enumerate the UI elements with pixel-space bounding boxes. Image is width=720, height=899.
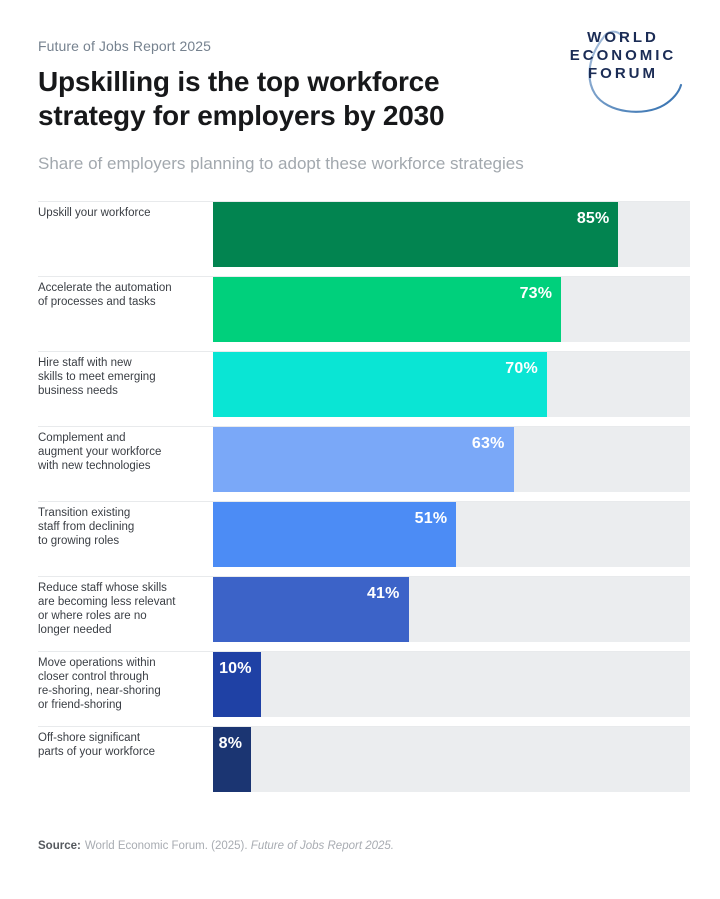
- chart-row: Accelerate the automation of processes a…: [38, 276, 690, 342]
- bar-track: 41%: [213, 577, 690, 642]
- chart-row: Transition existing staff from declining…: [38, 501, 690, 567]
- bar-segment: 10%: [213, 652, 261, 717]
- chart-row: Complement and augment your workforce wi…: [38, 426, 690, 492]
- bar-segment: 51%: [213, 502, 457, 567]
- bar-segment: 41%: [213, 577, 409, 642]
- report-eyebrow: Future of Jobs Report 2025: [38, 38, 212, 54]
- wef-logo: WORLD ECONOMIC FORUM: [570, 29, 683, 113]
- chart-row: Off-shore significant parts of your work…: [38, 726, 690, 792]
- source-text: World Economic Forum. (2025).: [84, 840, 248, 852]
- logo-word-forum: FORUM: [588, 65, 658, 82]
- logo-word-economic: ECONOMIC: [570, 47, 677, 64]
- category-label: Upskill your workforce: [38, 207, 151, 219]
- value-label: 73%: [519, 285, 553, 302]
- value-label: 8%: [218, 735, 243, 752]
- value-label: 41%: [366, 585, 400, 602]
- source-label: Source:: [38, 840, 81, 852]
- value-label: 51%: [414, 510, 448, 527]
- bar-track: 8%: [213, 727, 690, 792]
- category-label: Transition existing staff from declining…: [38, 507, 135, 547]
- chart-row: Upskill your workforce 85%: [38, 201, 690, 267]
- bar-segment: 73%: [213, 277, 562, 342]
- chart-row: Reduce staff whose skills are becoming l…: [38, 576, 690, 642]
- category-label: Off-shore significant parts of your work…: [38, 732, 155, 758]
- bar-segment: 63%: [213, 427, 514, 492]
- bar-track: 70%: [213, 352, 690, 417]
- chart-row: Move operations within closer control th…: [38, 651, 690, 717]
- bar-segment: 8%: [213, 727, 252, 792]
- value-label: 70%: [505, 360, 538, 377]
- bar-segment: 85%: [213, 202, 619, 267]
- category-label: Hire staff with new skills to meet emerg…: [38, 357, 156, 397]
- bar-track: 51%: [213, 502, 690, 567]
- value-label: 10%: [219, 660, 252, 677]
- value-label: 85%: [576, 210, 610, 227]
- chart-subtitle: Share of employers planning to adopt the…: [38, 154, 524, 173]
- logo-arc-icon: [588, 30, 683, 113]
- category-label: Reduce staff whose skills are becoming l…: [38, 582, 176, 636]
- value-label: 63%: [471, 435, 505, 452]
- bar-track: 63%: [213, 427, 690, 492]
- source-report-name: Future of Jobs Report 2025.: [250, 840, 394, 852]
- bar-segment: 70%: [213, 352, 547, 417]
- bar-track: 85%: [213, 202, 690, 267]
- bar-chart: Upskill your workforce 85% Accelerate the …: [38, 201, 690, 792]
- bar-track: 10%: [213, 652, 690, 717]
- logo-word-world: WORLD: [587, 29, 659, 46]
- chart-row: Hire staff with new skills to meet emerg…: [38, 351, 690, 417]
- category-label: Complement and augment your workforce wi…: [38, 432, 162, 472]
- category-label: Accelerate the automation of processes a…: [38, 282, 172, 308]
- category-label: Move operations within closer control th…: [38, 657, 161, 711]
- page-title: Upskilling is the top workforce strategy…: [38, 66, 445, 131]
- bar-track: 73%: [213, 277, 690, 342]
- source-line: Source: World Economic Forum. (2025). Fut…: [38, 840, 690, 852]
